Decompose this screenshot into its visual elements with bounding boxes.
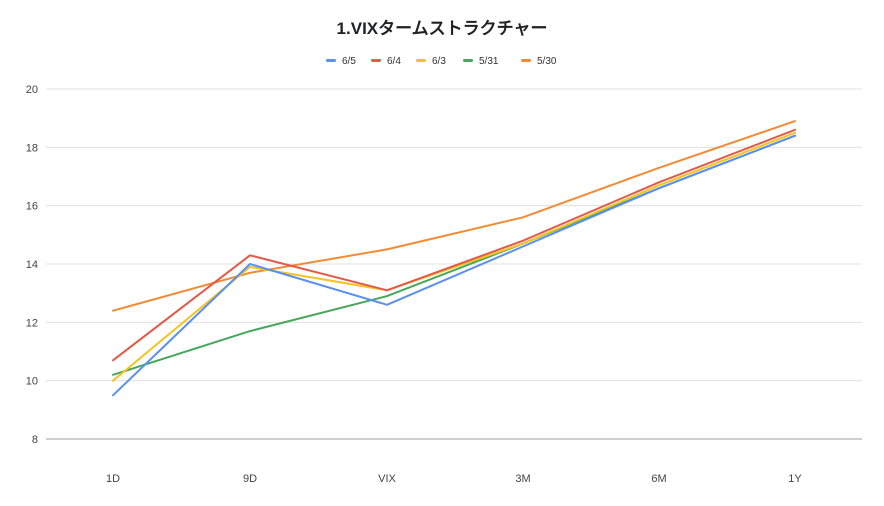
chart-title: 1.VIXタームストラクチャー — [337, 19, 548, 38]
legend-item: 5/30 — [521, 56, 557, 67]
y-tick-label: 14 — [26, 259, 38, 271]
legend-swatch — [371, 59, 381, 62]
y-tick-label: 12 — [26, 317, 38, 329]
legend-label: 6/4 — [387, 56, 401, 67]
y-tick-label: 16 — [26, 201, 38, 213]
x-tick-label: 3M — [515, 473, 530, 485]
legend-swatch — [463, 59, 473, 62]
series-line-5-30 — [112, 120, 796, 312]
legend-item: 5/31 — [463, 56, 499, 67]
legend-item: 6/3 — [416, 56, 446, 67]
series-line-6-5 — [112, 134, 796, 397]
legend-label: 6/3 — [432, 56, 446, 67]
legend-item: 6/5 — [326, 56, 356, 67]
x-tick-label: 1Y — [788, 473, 802, 485]
legend-swatch — [416, 59, 426, 62]
gridlines — [46, 88, 862, 440]
legend-label: 6/5 — [342, 56, 356, 67]
series-lines — [112, 120, 796, 397]
x-tick-label: 6M — [651, 473, 666, 485]
x-tick-label: 9D — [243, 473, 257, 485]
x-axis-ticks: 1D 9D VIX 3M 6M 1Y — [106, 473, 802, 485]
chart-legend: 6/5 6/4 6/3 5/31 5/30 — [326, 56, 557, 67]
y-tick-label: 20 — [26, 84, 38, 96]
y-axis-ticks: 8 10 12 14 16 18 20 — [26, 84, 38, 446]
legend-swatch — [326, 59, 336, 62]
y-tick-label: 18 — [26, 142, 38, 154]
series-line-6-4 — [112, 128, 796, 362]
y-tick-label: 8 — [32, 434, 38, 446]
y-tick-label: 10 — [26, 376, 38, 388]
legend-label: 5/30 — [537, 56, 557, 67]
legend-label: 5/31 — [479, 56, 499, 67]
x-tick-label: 1D — [106, 473, 120, 485]
legend-item: 6/4 — [371, 56, 401, 67]
legend-swatch — [521, 59, 531, 62]
x-tick-label: VIX — [378, 473, 396, 485]
